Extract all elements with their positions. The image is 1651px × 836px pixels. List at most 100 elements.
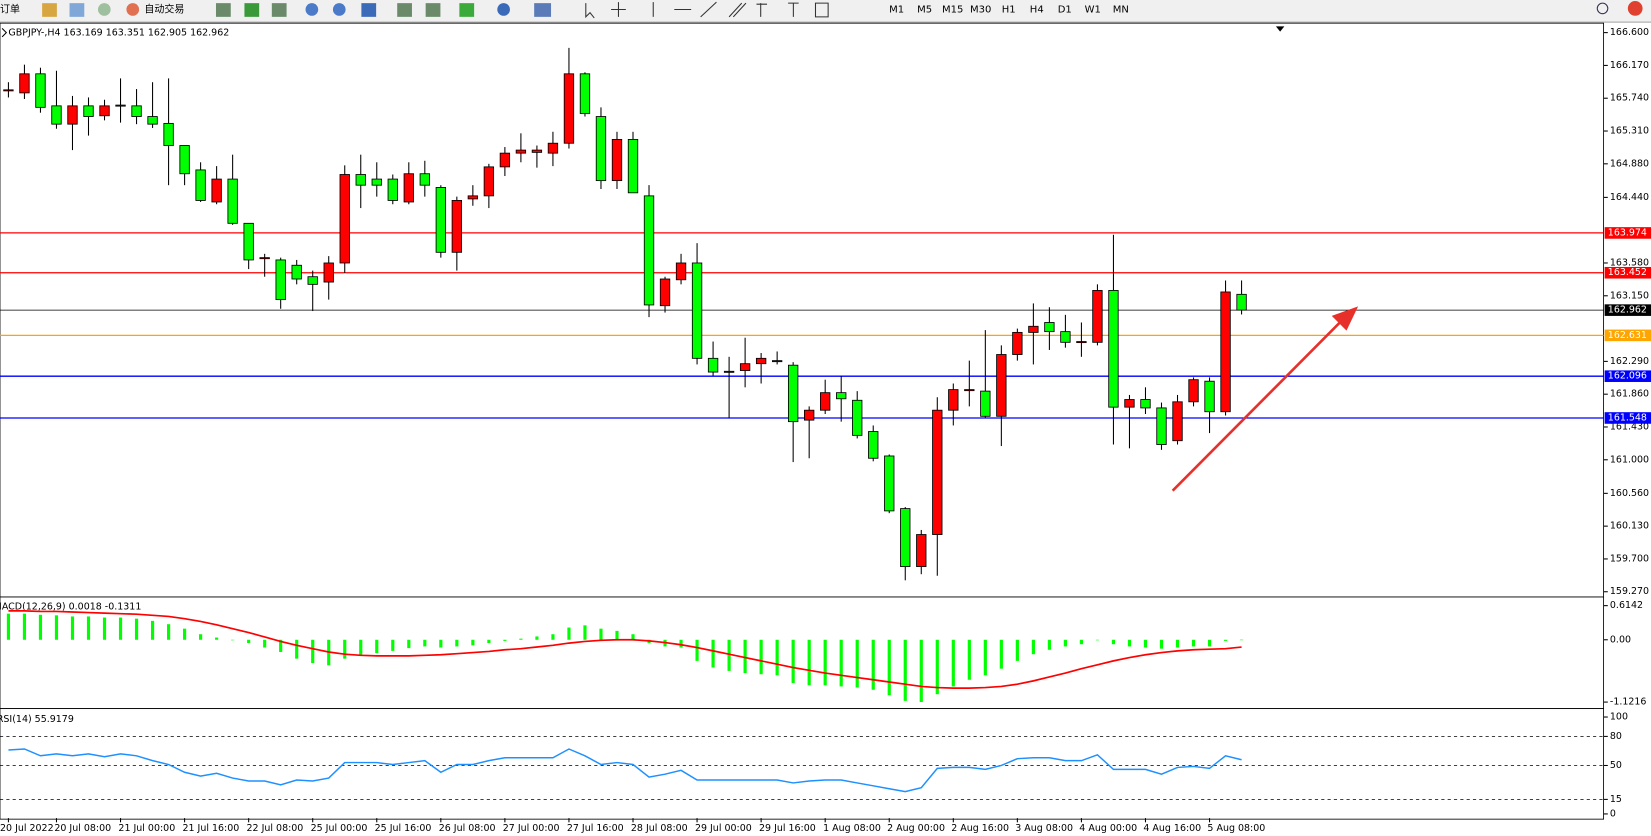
channel-tool[interactable] [728, 2, 747, 18]
timeframe-bar: M1 M5 M15 M30 H1 H4 D1 W1 MN [889, 4, 1129, 15]
trendline-tool[interactable] [700, 1, 717, 18]
macd-bar [551, 634, 555, 640]
macd-bar [423, 639, 427, 647]
timeframe-button[interactable]: H1 [1002, 4, 1016, 15]
candle-body [467, 195, 479, 200]
macd-bar [1031, 639, 1035, 655]
macd-bar [199, 634, 203, 640]
x-tick-label: 29 Jul 00:00 [695, 823, 752, 834]
level-label: 162.631 [1608, 330, 1647, 341]
level-label-box [1604, 412, 1651, 424]
text-tool[interactable] [788, 2, 799, 17]
macd-bar [807, 639, 811, 686]
label-tool[interactable] [814, 2, 829, 18]
macd-bar [1127, 639, 1132, 647]
notification-icon[interactable] [1627, 1, 1643, 16]
y-tick-label: 80 [1610, 731, 1622, 742]
fibo-tool[interactable] [756, 3, 768, 17]
macd-bar [102, 617, 107, 640]
x-tick-label: 28 Jul 08:00 [631, 823, 688, 834]
level-label-box [1604, 329, 1651, 342]
macd-bar [166, 624, 171, 640]
icon[interactable] [305, 3, 319, 16]
candle-body [243, 222, 254, 261]
timeframe-button[interactable]: H4 [1030, 4, 1044, 15]
candle-body [643, 195, 655, 306]
candle-body [403, 173, 414, 203]
new-order-button[interactable]: 订单 [0, 3, 20, 15]
icon[interactable] [244, 3, 260, 17]
auto-trade-button[interactable]: 自动交易 [144, 2, 184, 15]
candle-body [900, 508, 911, 567]
y-tick-label: 0.6142 [1610, 600, 1643, 611]
rsi-header: RSI(14) 55.9179 [0, 714, 74, 725]
auto-trade-icon[interactable] [126, 3, 140, 16]
icon[interactable] [397, 3, 412, 17]
macd-bar [359, 639, 363, 656]
macd-panel [0, 596, 1605, 710]
level-label: 161.548 [1608, 412, 1647, 423]
candle-body [515, 149, 527, 154]
level-label: 163.452 [1608, 267, 1647, 278]
candle-body [1076, 341, 1087, 344]
candle-body [948, 389, 959, 411]
candle-body [451, 200, 463, 253]
candle-body [211, 178, 222, 203]
candle-body [1044, 322, 1055, 333]
x-tick-label: 27 Jul 16:00 [567, 823, 624, 834]
icon[interactable] [497, 3, 510, 16]
icon[interactable] [69, 3, 85, 17]
icon[interactable] [534, 3, 552, 17]
low-value: 162.905 [148, 27, 187, 38]
candle-body [1028, 325, 1039, 333]
icon[interactable] [425, 3, 441, 17]
macd-bar [1207, 639, 1212, 647]
timeframe-button[interactable]: D1 [1058, 4, 1072, 15]
search-icon[interactable] [1596, 2, 1609, 15]
y-tick-label: 0 [1610, 808, 1616, 819]
icon[interactable] [271, 3, 287, 17]
open-value: 163.169 [64, 27, 103, 38]
macd-bar [22, 613, 27, 640]
macd-bar [263, 639, 267, 648]
candle-body [804, 409, 815, 421]
rsi-value: 55.9179 [35, 714, 74, 725]
macd-bar [134, 618, 139, 640]
macd-bar [70, 616, 75, 640]
y-tick-label: 164.880 [1610, 158, 1649, 169]
candle-body [916, 534, 927, 567]
icon[interactable] [361, 3, 377, 17]
timeframe-button[interactable]: W1 [1085, 4, 1101, 15]
icon[interactable] [459, 3, 475, 17]
candle-body [355, 174, 366, 186]
macd-bar [935, 639, 939, 695]
crosshair-tool[interactable] [611, 2, 626, 17]
candle-body [723, 370, 735, 373]
high-value: 163.351 [106, 27, 145, 38]
macd-bar [999, 639, 1003, 669]
candle-body [1140, 399, 1151, 409]
rsi-title: RSI(14) [0, 714, 32, 725]
timeframe-button[interactable]: M30 [970, 4, 991, 15]
icon[interactable] [215, 3, 231, 17]
macd-bar [455, 639, 459, 647]
close-value: 162.962 [190, 27, 229, 38]
macd-bar [727, 639, 731, 671]
candle-body [787, 364, 799, 423]
macd-bar [439, 639, 443, 648]
icon[interactable] [42, 3, 57, 17]
candle-body [131, 105, 142, 117]
timeframe-button[interactable]: M1 [889, 4, 904, 15]
macd-bar [487, 639, 491, 644]
timeframe-button[interactable]: M15 [942, 4, 963, 15]
timeframe-button[interactable]: MN [1113, 4, 1129, 15]
candle-body [820, 392, 831, 411]
icon[interactable] [97, 3, 111, 16]
cursor-tool[interactable] [585, 3, 595, 19]
icon[interactable] [332, 3, 346, 16]
candle-body [499, 152, 511, 168]
timeframe-button[interactable]: M5 [917, 4, 932, 15]
macd-bar [615, 630, 619, 640]
candle-body [1156, 407, 1167, 445]
